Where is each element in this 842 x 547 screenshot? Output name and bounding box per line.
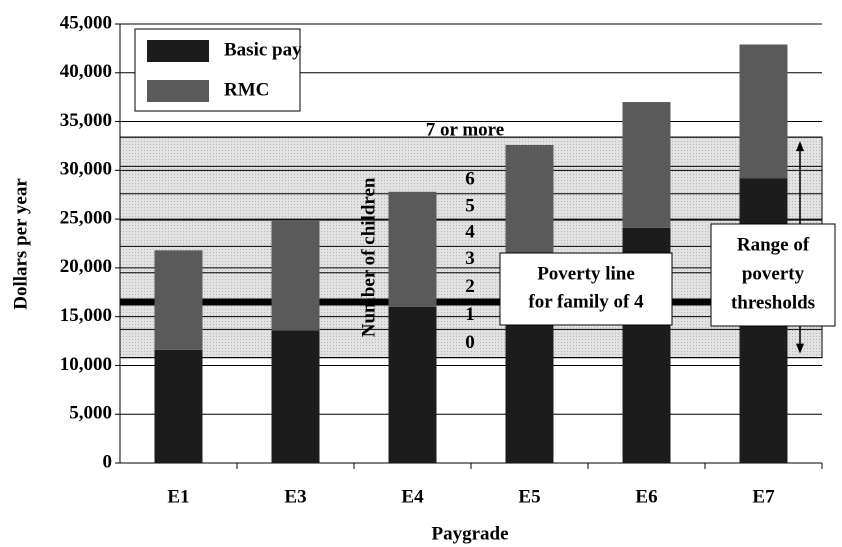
- range-label: Range of: [737, 234, 810, 255]
- arrow-head: [796, 343, 804, 354]
- children-title: Number of children: [358, 177, 379, 337]
- range-label: poverty: [742, 263, 805, 284]
- y-tick-label: 25,000: [60, 207, 112, 228]
- poverty-label: Poverty line: [537, 263, 635, 284]
- y-tick-label: 35,000: [60, 110, 112, 131]
- legend-label: Basic pay: [224, 39, 302, 60]
- x-tick-label: E3: [284, 486, 306, 507]
- x-tick-label: E1: [167, 486, 189, 507]
- y-tick-label: 45,000: [60, 12, 112, 33]
- legend-swatch: [147, 80, 209, 102]
- bar-segment: [622, 102, 671, 228]
- children-level-label: 3: [465, 248, 475, 269]
- y-tick-label: 20,000: [60, 256, 112, 277]
- children-level-label: 0: [465, 332, 475, 353]
- children-level-label: 7 or more: [426, 120, 504, 141]
- y-tick-label: 40,000: [60, 61, 112, 82]
- x-tick-label: E6: [635, 486, 657, 507]
- children-level-label: 6: [465, 168, 475, 189]
- arrow-head: [796, 141, 804, 152]
- bar-segment: [271, 221, 320, 331]
- children-level-label: 5: [465, 195, 475, 216]
- y-tick-label: 15,000: [60, 305, 112, 326]
- range-box: [710, 223, 836, 327]
- poverty-label: for family of 4: [528, 291, 644, 312]
- legend-label: RMC: [224, 79, 269, 100]
- bar-segment: [388, 306, 437, 463]
- x-tick-label: E4: [401, 486, 424, 507]
- children-level-label: 2: [465, 276, 475, 297]
- x-tick-label: E5: [518, 486, 540, 507]
- bar-segment: [271, 330, 320, 463]
- y-tick-label: 10,000: [60, 354, 112, 375]
- bar-segment: [739, 44, 788, 179]
- range-label: thresholds: [731, 292, 815, 313]
- x-axis-title: Paygrade: [431, 523, 508, 544]
- legend-swatch: [147, 40, 209, 62]
- threshold-band: [119, 136, 823, 359]
- children-level-label: 4: [465, 222, 475, 243]
- bar-segment: [505, 144, 554, 268]
- bar-segment: [154, 349, 203, 463]
- y-axis-title: Dollars per year: [10, 178, 31, 310]
- poverty-box: [499, 252, 673, 326]
- bar-segment: [388, 191, 437, 307]
- bar-segment: [154, 250, 203, 350]
- y-tick-label: 30,000: [60, 159, 112, 180]
- x-tick-label: E7: [752, 486, 775, 507]
- children-level-label: 1: [465, 304, 475, 325]
- y-tick-label: 5,000: [69, 403, 112, 424]
- y-tick-label: 0: [103, 451, 113, 472]
